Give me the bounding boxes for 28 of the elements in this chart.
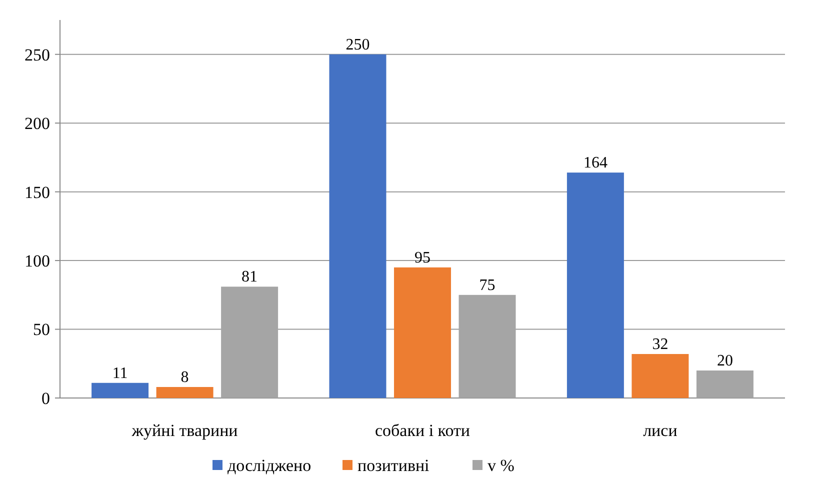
data-label: 75 <box>479 276 496 294</box>
y-tick-label: 200 <box>24 114 50 134</box>
y-tick-label: 250 <box>24 45 50 64</box>
data-label: 11 <box>112 364 128 382</box>
data-label: 250 <box>346 36 370 54</box>
bar <box>696 370 754 398</box>
bar <box>156 387 214 398</box>
bar <box>566 172 624 398</box>
data-label: 8 <box>180 369 189 386</box>
bar <box>632 354 689 398</box>
legend-label: v % <box>488 456 514 475</box>
legend-label: позитивні <box>358 456 430 475</box>
bar <box>92 382 149 398</box>
y-tick-label: 50 <box>33 320 50 340</box>
bar <box>394 267 451 398</box>
data-label: 95 <box>414 249 430 266</box>
y-tick-label: 0 <box>42 388 50 408</box>
x-tick-label: собаки і коти <box>374 421 470 440</box>
data-label: 32 <box>652 336 668 354</box>
x-tick-label: лиси <box>643 421 678 440</box>
x-tick-label: жуйні тварини <box>130 421 238 440</box>
data-label: 81 <box>242 268 258 286</box>
y-tick-label: 100 <box>24 251 50 270</box>
legend-label: досліджено <box>228 456 312 475</box>
y-tick-label: 150 <box>24 182 50 202</box>
data-label: 164 <box>583 154 608 172</box>
bar <box>329 54 386 398</box>
data-label: 20 <box>716 352 733 370</box>
